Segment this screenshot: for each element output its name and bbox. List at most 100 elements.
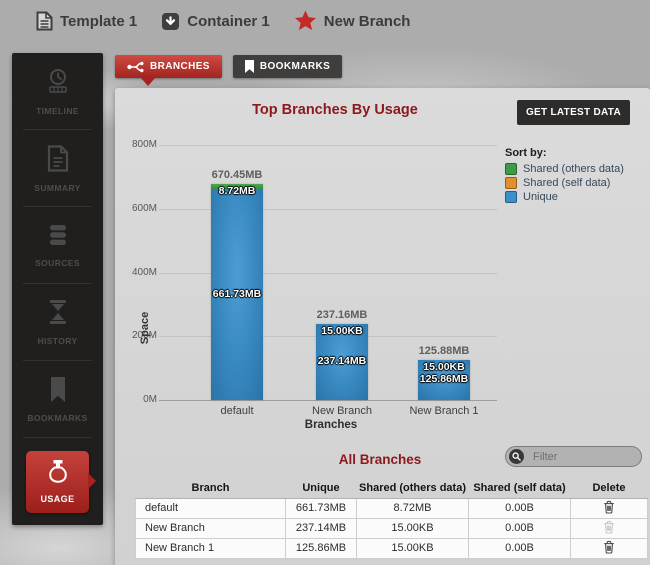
usage-icon	[47, 459, 69, 489]
legend-item[interactable]: Unique	[505, 191, 624, 203]
filter-box[interactable]	[505, 446, 642, 467]
sources-icon	[45, 223, 71, 252]
legend-title: Sort by:	[505, 147, 547, 159]
sidebar: TIMELINE SUMMARY SOURCES HISTORY BOOKMARKS US…	[12, 53, 103, 525]
bookmark-icon	[244, 60, 254, 73]
breadcrumb-label: Template 1	[60, 12, 138, 30]
sidebar-item-label: USAGE	[40, 494, 75, 504]
sidebar-item-history[interactable]: HISTORY	[12, 284, 103, 361]
sidebar-item-bookmarks[interactable]: BOOKMARKS	[12, 361, 103, 438]
gridline	[159, 145, 497, 146]
table-header-row: Branch Unique Shared (others data) Shared (…	[135, 478, 648, 499]
bar-label: 125.88MB	[418, 345, 470, 357]
table-row: New Branch 237.14MB 15.00KB 0.00B	[135, 517, 648, 539]
tab-label: BRANCHES	[150, 61, 210, 72]
sidebar-item-timeline[interactable]: TIMELINE	[12, 53, 103, 130]
chart-legend: Sort by: Shared (others data) Shared (self…	[505, 147, 624, 205]
breadcrumb: Template 1 Container 1 New Branch	[36, 0, 410, 42]
active-item-arrow	[88, 472, 96, 489]
bar-1[interactable]	[316, 324, 368, 400]
x-tick-label: default	[220, 405, 254, 417]
legend-label: Shared (others data)	[523, 163, 624, 175]
bar-label: 237.16MB	[316, 309, 368, 321]
history-icon	[46, 299, 70, 330]
bar-0[interactable]	[211, 184, 263, 400]
all-branches-title: All Branches	[338, 452, 422, 467]
tab-bar: BRANCHES BOOKMARKS	[115, 55, 343, 78]
active-tab-pointer	[140, 77, 156, 86]
column-header-unique: Unique	[285, 478, 357, 499]
x-axis-title: Branches	[304, 419, 358, 431]
bar-segment-unique	[211, 189, 263, 400]
sidebar-item-label: TIMELINE	[36, 106, 79, 116]
shared-self-cell: 0.00B	[468, 497, 571, 519]
trash-icon[interactable]	[603, 500, 615, 514]
document-icon	[36, 11, 53, 31]
gridline	[159, 400, 497, 401]
legend-item[interactable]: Shared (self data)	[505, 177, 624, 189]
breadcrumb-label: Container 1	[187, 12, 270, 30]
sidebar-item-sources[interactable]: SOURCES	[12, 207, 103, 284]
main-panel: Top Branches By Usage GET LATEST DATA 0M…	[115, 88, 650, 565]
table-row: New Branch 1 125.86MB 15.00KB 0.00B	[135, 537, 648, 559]
branch-icon	[127, 61, 144, 73]
y-tick-label: 0M	[143, 394, 157, 405]
x-tick-label: New Branch	[312, 405, 372, 417]
trash-icon	[603, 520, 615, 534]
gridline	[159, 272, 497, 274]
star-icon	[294, 10, 317, 32]
table-row: default 661.73MB 8.72MB 0.00B	[135, 497, 648, 519]
shared-others-cell: 15.00KB	[356, 537, 469, 559]
delete-cell	[570, 497, 648, 519]
search-icon	[509, 449, 524, 464]
sidebar-item-label: HISTORY	[37, 336, 78, 346]
delete-cell	[570, 517, 648, 539]
legend-swatch	[505, 163, 517, 175]
sidebar-item-label: SUMMARY	[34, 182, 81, 193]
container-icon	[161, 12, 180, 31]
chart-title: Top Branches By Usage	[252, 102, 418, 118]
legend-swatch	[505, 191, 517, 203]
sidebar-item-usage[interactable]: USAGE	[26, 450, 96, 513]
breadcrumb-item-container[interactable]: Container 1	[161, 12, 270, 31]
trash-icon[interactable]	[603, 540, 615, 554]
column-header-branch: Branch	[135, 478, 286, 499]
legend-label: Unique	[523, 191, 558, 203]
legend-item[interactable]: Shared (others data)	[505, 163, 624, 175]
get-latest-data-button[interactable]: GET LATEST DATA	[516, 100, 630, 125]
filter-input[interactable]	[531, 449, 631, 464]
sidebar-item-label: SOURCES	[35, 258, 80, 268]
bar-segment-unique	[418, 360, 470, 400]
shared-others-cell: 8.72MB	[356, 497, 469, 519]
breadcrumb-item-new-branch[interactable]: New Branch	[294, 10, 411, 32]
column-header-delete: Delete	[570, 478, 648, 499]
all-branches-table: Branch Unique Shared (others data) Shared (…	[135, 478, 648, 559]
tab-label: BOOKMARKS	[259, 61, 331, 72]
unique-cell: 661.73MB	[285, 497, 357, 519]
x-tick-label: New Branch 1	[409, 405, 479, 417]
bar-segment-unique	[316, 324, 368, 400]
breadcrumb-item-template[interactable]: Template 1	[36, 11, 137, 31]
y-tick-label: 400M	[131, 266, 157, 278]
y-tick-label: 800M	[131, 139, 157, 150]
sidebar-item-label: BOOKMARKS	[27, 412, 88, 423]
shared-self-cell: 0.00B	[468, 517, 571, 539]
breadcrumb-label: New Branch	[323, 12, 411, 30]
delete-cell	[570, 537, 648, 559]
bar-2[interactable]	[418, 360, 470, 400]
unique-cell: 125.86MB	[285, 537, 357, 559]
y-tick-label: 200M	[131, 330, 157, 342]
y-axis-title: Space	[139, 311, 151, 345]
legend-swatch	[505, 177, 517, 189]
column-header-shared-self-data-: Shared (self data)	[468, 478, 571, 499]
sidebar-item-summary[interactable]: SUMMARY	[12, 130, 103, 207]
branch-name-cell: New Branch 1	[135, 537, 286, 559]
timeline-icon	[44, 67, 72, 100]
bar-segment-shared-others	[211, 184, 263, 189]
gridline	[159, 208, 497, 210]
unique-cell: 237.14MB	[285, 517, 357, 539]
tab-branches[interactable]: BRANCHES	[115, 55, 222, 78]
column-header-shared-others-data-: Shared (others data)	[356, 478, 469, 499]
bookmarks-icon	[49, 376, 67, 407]
tab-bookmarks[interactable]: BOOKMARKS	[232, 55, 343, 78]
